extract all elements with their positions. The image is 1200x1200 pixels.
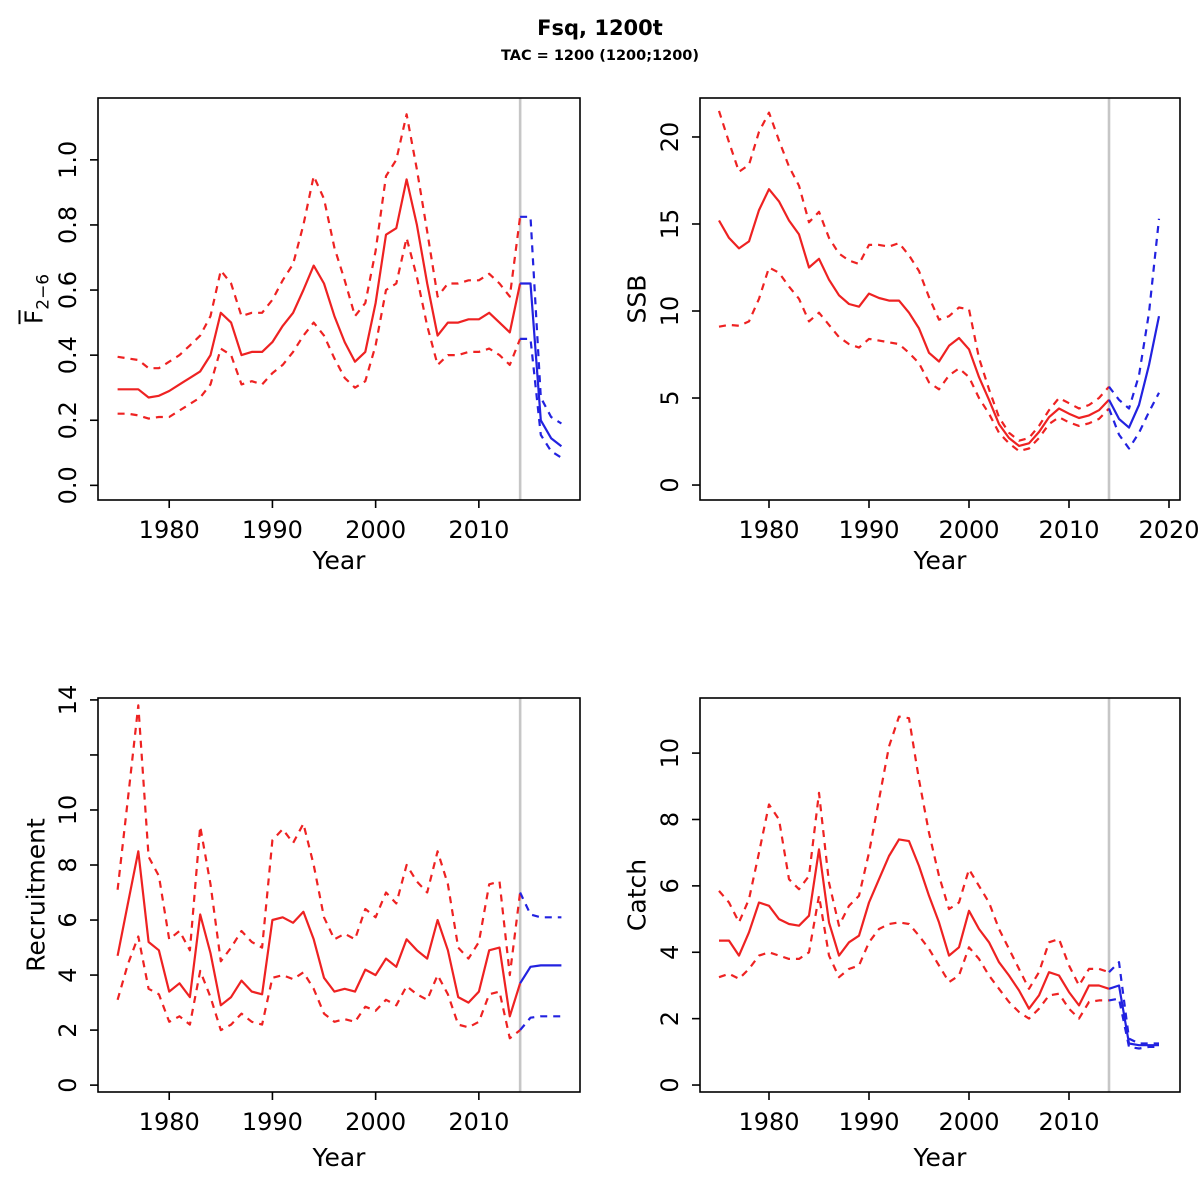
ssb-y-tick-label: 15	[656, 209, 684, 240]
catch-x-tick-label: 2010	[1038, 1108, 1099, 1136]
recruitment-panel-frame	[97, 697, 581, 1093]
recruitment-forecast-median-line	[519, 964, 562, 984]
fbar-x-tick-label: 1990	[242, 516, 303, 544]
recruitment-y-tick-label: 14	[54, 685, 82, 716]
fbar-upper-ci-line	[117, 113, 522, 370]
recruitment-x-tick-label: 1980	[139, 1108, 200, 1136]
fbar-y-tick-label: 0.6	[54, 271, 82, 309]
ssb-upper-ci-line	[717, 110, 1110, 442]
fbar-panel-frame	[97, 97, 581, 501]
ssb-y-tick-label: 10	[656, 296, 684, 327]
recruitment-y-tick-label: 2	[54, 1022, 82, 1037]
catch-x-tick-label: 2000	[938, 1108, 999, 1136]
ssb-x-tick-label: 1990	[838, 516, 899, 544]
y-axis-label-ssb: SSB	[622, 274, 652, 324]
recruitment-y-tick-label: 6	[54, 912, 82, 927]
fbar-lower-ci-line	[117, 236, 522, 420]
fbar-symbol: F	[18, 309, 49, 325]
recruitment-forecast-upper-ci-line	[519, 892, 562, 919]
x-axis-label-catch: Year	[913, 1143, 967, 1172]
catch-y-tick-label: 4	[656, 945, 684, 960]
ssb-panel-frame	[699, 97, 1181, 501]
fbar-y-tick-label: 0.8	[54, 206, 82, 244]
fbar-y-tick-label: 1.0	[54, 141, 82, 179]
catch-y-tick-label: 6	[656, 878, 684, 893]
ssb-x-tick-label: 1980	[738, 516, 799, 544]
ssb-forecast-upper-ci-line	[1108, 218, 1161, 410]
catch-panel-frame	[699, 697, 1181, 1093]
plot-subtitle: TAC = 1200 (1200;1200)	[500, 48, 700, 64]
catch-y-tick-label: 2	[656, 1011, 684, 1026]
fbar-forecast-lower-ci-line	[520, 337, 562, 459]
fbar-x-tick-label: 2000	[345, 516, 406, 544]
y-axis-label-recruitment: Recruitment	[21, 818, 51, 972]
fbar-median-line	[117, 178, 522, 399]
recruitment-upper-ci-line	[116, 704, 522, 977]
ssb-forecast-median-line	[1108, 315, 1161, 429]
y-axis-label-catch: Catch	[622, 858, 652, 932]
catch-lower-ci-line	[718, 894, 1109, 1020]
plot-title: Fsq, 1200t	[537, 16, 663, 40]
ssb-median-line	[718, 188, 1110, 447]
ssb-y-tick-label: 0	[656, 477, 684, 492]
recruitment-x-tick-label: 2000	[345, 1108, 406, 1136]
recruitment-x-tick-label: 1990	[242, 1108, 303, 1136]
fbar-subscript: 2−6	[33, 273, 54, 310]
fbar-y-tick-label: 0.4	[54, 336, 82, 374]
recruitment-lower-ci-line	[116, 935, 521, 1040]
catch-forecast-lower-ci-line	[1108, 997, 1159, 1050]
y-axis-label-fbar: F2−6	[18, 273, 54, 325]
recruitment-y-tick-label: 4	[54, 967, 82, 982]
recruitment-y-tick-label: 0	[54, 1077, 82, 1092]
ssb-lower-ci-line	[718, 266, 1110, 453]
recruitment-y-tick-label: 8	[54, 857, 82, 872]
fbar-y-tick-label: 0.0	[54, 466, 82, 504]
recruitment-x-tick-label: 2010	[448, 1108, 509, 1136]
fbar-forecast-upper-ci-line	[520, 215, 562, 425]
fbar-x-tick-label: 1980	[139, 516, 200, 544]
fbar-forecast-median-line	[520, 282, 563, 448]
catch-x-tick-label: 1980	[738, 1108, 799, 1136]
catch-forecast-median-line	[1108, 984, 1159, 1047]
ssb-y-tick-label: 5	[656, 390, 684, 405]
fbar-x-tick-label: 2010	[448, 516, 509, 544]
recruitment-median-line	[116, 850, 522, 1018]
catch-median-line	[719, 838, 1110, 1010]
x-axis-label-ssb: Year	[913, 546, 967, 575]
x-axis-label-fbar: Year	[312, 546, 366, 575]
catch-y-tick-label: 8	[656, 812, 684, 827]
ssb-y-tick-label: 20	[656, 122, 684, 153]
ssb-x-tick-label: 2020	[1138, 516, 1199, 544]
ssb-forecast-lower-ci-line	[1107, 392, 1160, 450]
ssb-x-tick-label: 2010	[1038, 516, 1099, 544]
catch-x-tick-label: 1990	[838, 1108, 899, 1136]
catch-forecast-upper-ci-line	[1108, 961, 1159, 1045]
x-axis-label-recruitment: Year	[312, 1143, 366, 1172]
fbar-y-tick-label: 0.2	[54, 401, 82, 439]
recruitment-y-tick-label: 10	[54, 795, 82, 826]
recruitment-forecast-lower-ci-line	[519, 1015, 562, 1031]
catch-y-tick-label: 0	[656, 1077, 684, 1092]
ssb-x-tick-label: 2000	[938, 516, 999, 544]
catch-y-tick-label: 10	[656, 738, 684, 769]
